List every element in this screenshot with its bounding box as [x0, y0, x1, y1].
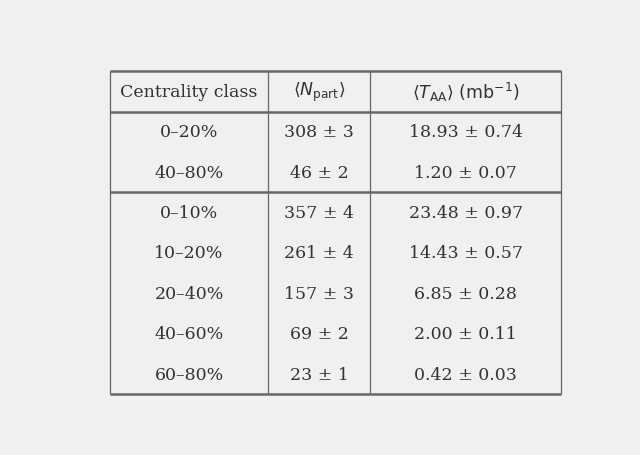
Text: 6.85 ± 0.28: 6.85 ± 0.28	[414, 285, 517, 302]
Text: Centrality class: Centrality class	[120, 84, 258, 101]
Text: 308 ± 3: 308 ± 3	[284, 124, 355, 141]
Text: 23 ± 1: 23 ± 1	[290, 366, 349, 383]
Text: 261 ± 4: 261 ± 4	[284, 245, 354, 262]
Text: 357 ± 4: 357 ± 4	[284, 205, 355, 222]
Text: $\langle N_{\mathrm{part}}\rangle$: $\langle N_{\mathrm{part}}\rangle$	[293, 81, 346, 104]
Text: 18.93 ± 0.74: 18.93 ± 0.74	[409, 124, 523, 141]
Text: 46 ± 2: 46 ± 2	[290, 164, 349, 182]
Text: 20–40%: 20–40%	[154, 285, 224, 302]
Text: 14.43 ± 0.57: 14.43 ± 0.57	[409, 245, 523, 262]
Text: 2.00 ± 0.11: 2.00 ± 0.11	[414, 325, 517, 343]
Text: 157 ± 3: 157 ± 3	[284, 285, 355, 302]
Text: 40–60%: 40–60%	[154, 325, 224, 343]
Text: 1.20 ± 0.07: 1.20 ± 0.07	[414, 164, 517, 182]
Text: 69 ± 2: 69 ± 2	[290, 325, 349, 343]
Text: 0–10%: 0–10%	[160, 205, 218, 222]
Text: 23.48 ± 0.97: 23.48 ± 0.97	[408, 205, 523, 222]
Text: 0.42 ± 0.03: 0.42 ± 0.03	[414, 366, 517, 383]
Text: 40–80%: 40–80%	[154, 164, 224, 182]
Text: 60–80%: 60–80%	[154, 366, 224, 383]
Text: $\langle T_{\mathrm{AA}}\rangle\ (\mathrm{mb}^{-1})$: $\langle T_{\mathrm{AA}}\rangle\ (\mathr…	[412, 81, 520, 104]
Text: 0–20%: 0–20%	[160, 124, 218, 141]
Text: 10–20%: 10–20%	[154, 245, 224, 262]
